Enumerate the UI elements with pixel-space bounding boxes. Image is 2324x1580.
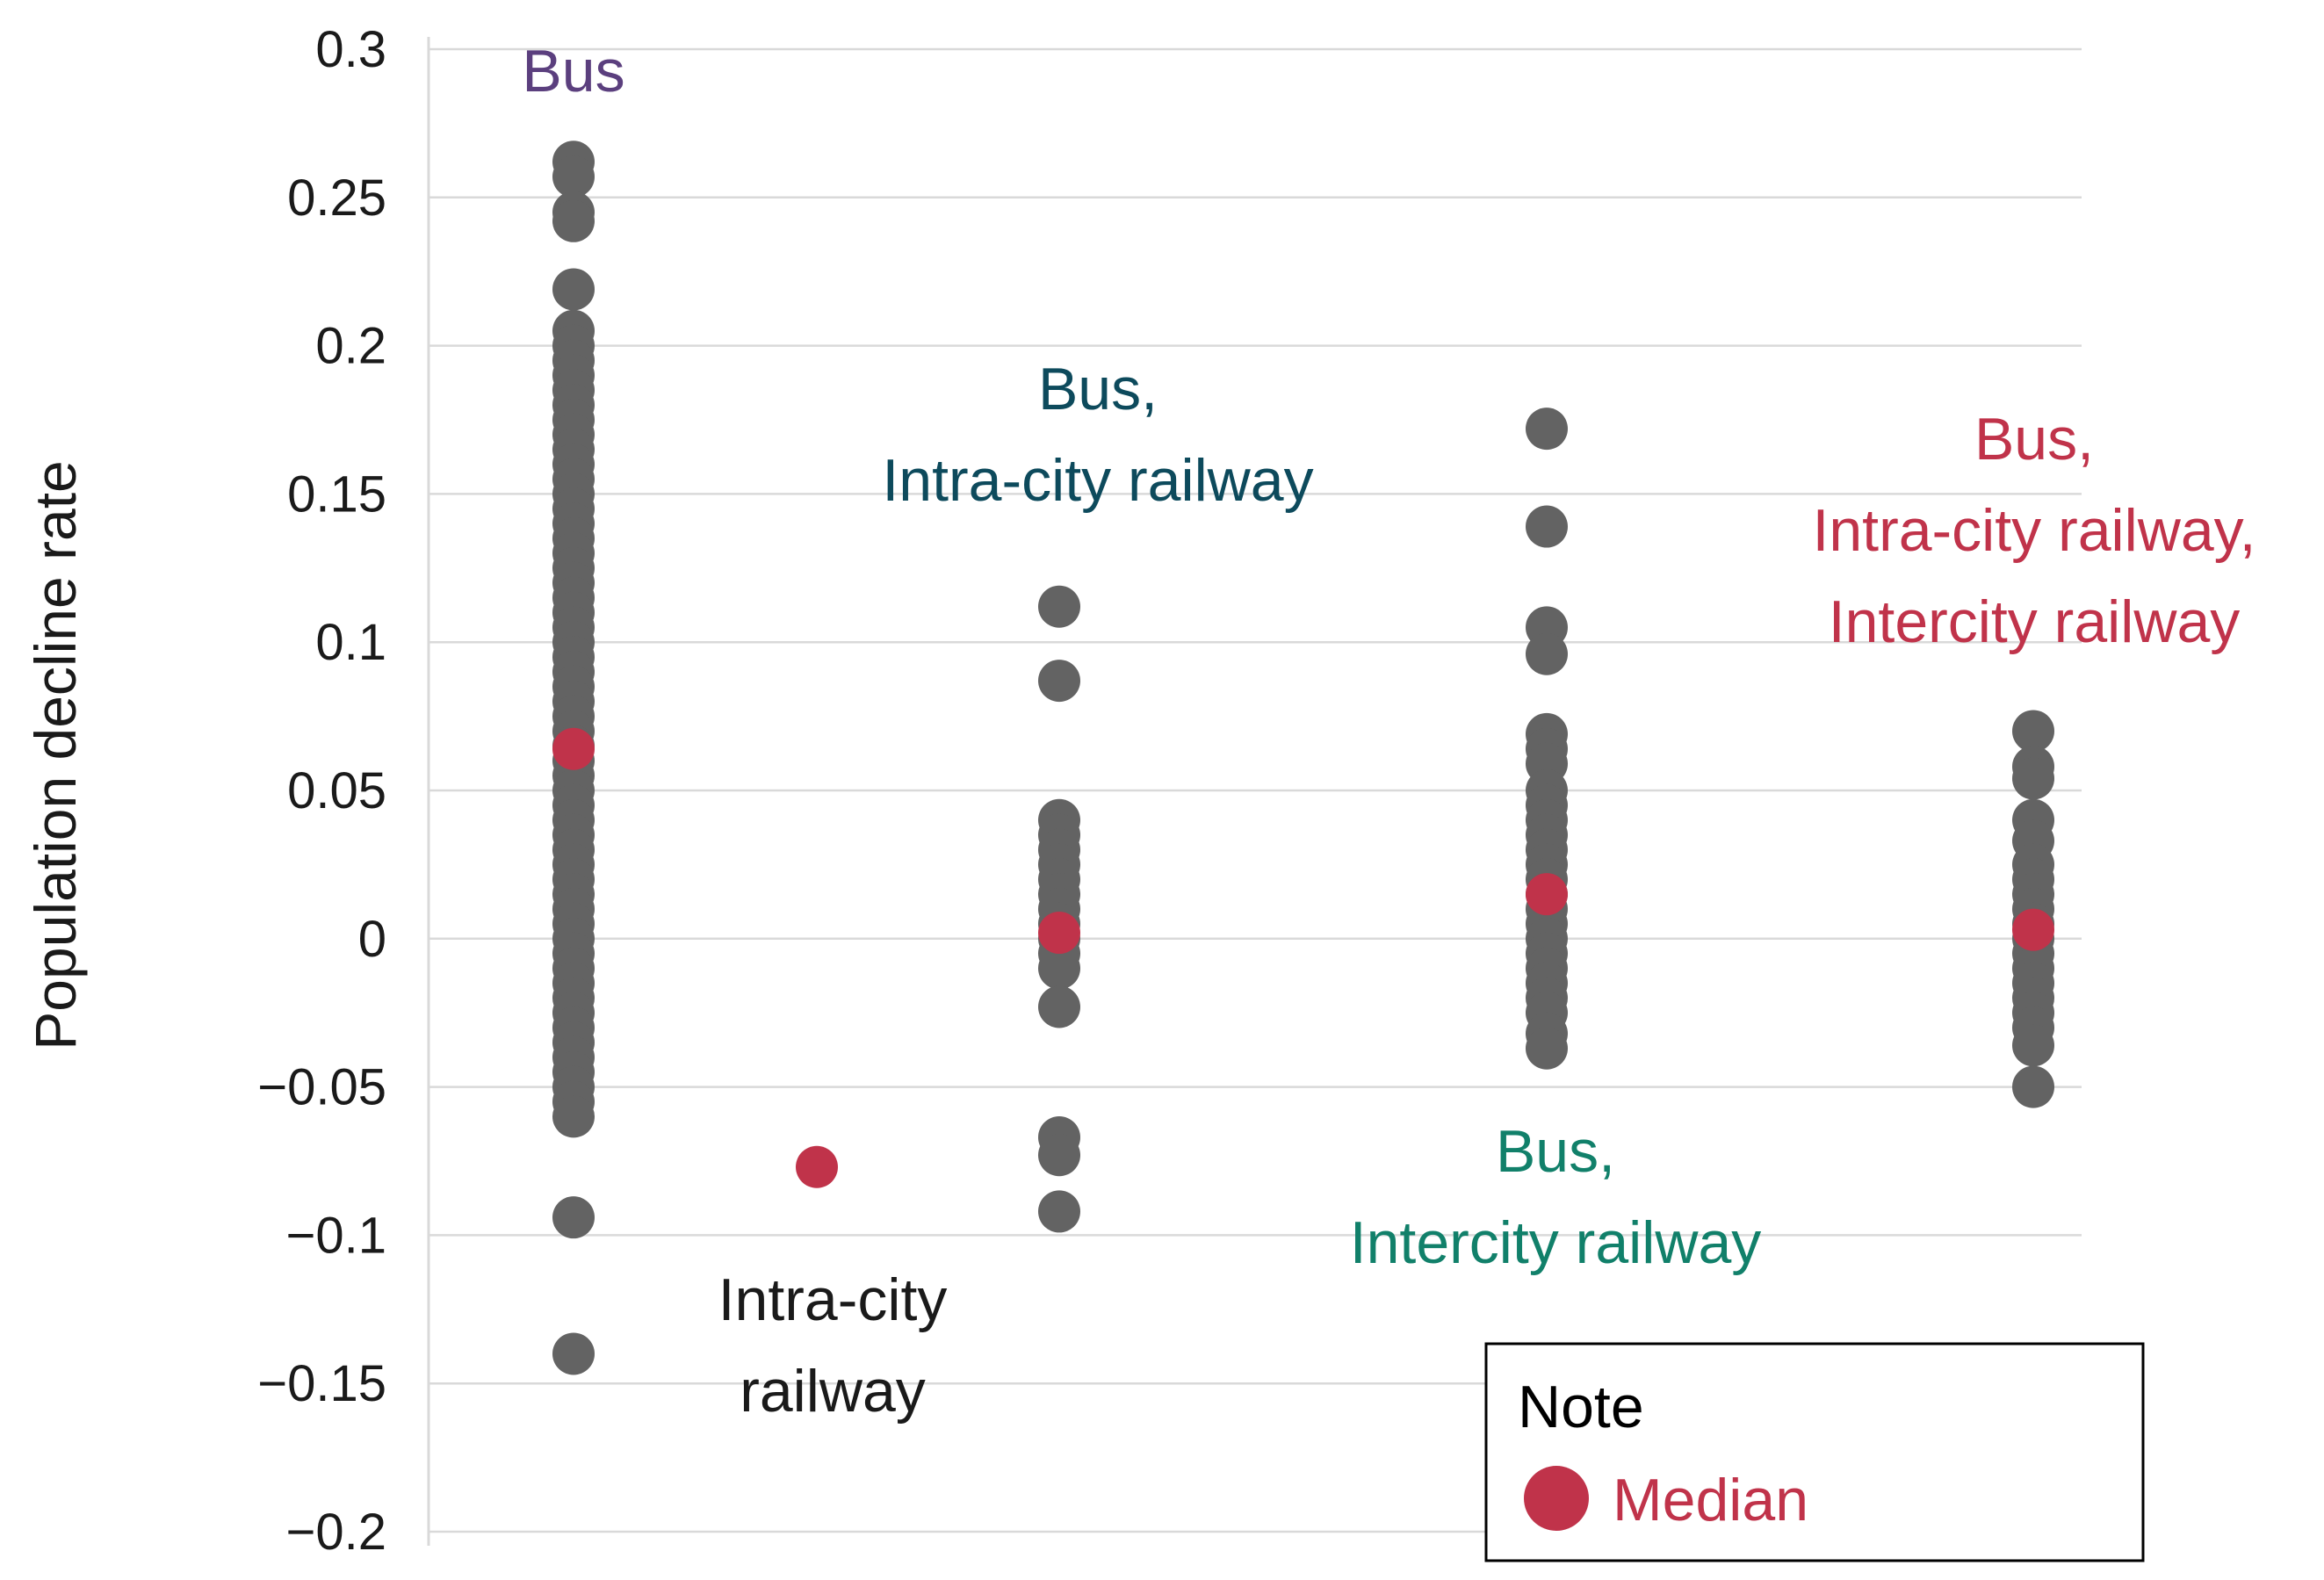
- group-label-line: Bus,: [1974, 406, 2094, 473]
- y-tick-label: −0.2: [286, 1504, 387, 1561]
- group-label-line: Bus,: [1496, 1118, 1615, 1185]
- legend: Note Median: [1484, 1342, 2145, 1562]
- group-label-line: Intra-city railway: [882, 447, 1313, 514]
- median-points: [552, 727, 2054, 1188]
- data-point: [1526, 1027, 1568, 1070]
- data-point: [1038, 947, 1080, 990]
- median-point: [796, 1145, 838, 1188]
- data-point: [1526, 632, 1568, 675]
- data-point: [1038, 660, 1080, 703]
- legend-median-marker: [1524, 1466, 1589, 1531]
- data-point: [552, 1332, 595, 1375]
- group-label-line: Intercity railway: [1350, 1209, 1762, 1276]
- data-point: [1038, 1134, 1080, 1177]
- y-axis-title: Population decline rate: [23, 460, 88, 1050]
- data-point: [552, 1196, 595, 1239]
- data-point: [2012, 1065, 2054, 1108]
- y-tick-label: 0.15: [287, 465, 386, 523]
- y-tick-label: 0.05: [287, 762, 386, 819]
- group-label-line: Bus: [522, 38, 624, 105]
- y-tick-label: 0.1: [315, 614, 386, 671]
- data-point: [1038, 985, 1080, 1028]
- y-tick-label: 0.25: [287, 170, 386, 227]
- group-label-line: Intercity railway: [1829, 588, 2241, 655]
- data-point: [1526, 505, 1568, 548]
- data-point: [552, 1095, 595, 1138]
- group-labels: Bus Intra-city railway Bus, Intra-city railw…: [522, 38, 2255, 1425]
- y-tick-label: 0.2: [315, 318, 386, 375]
- y-tick-labels: 0.3 0.25 0.2 0.15 0.1 0.05 0 −0.05 −0.1 −0.15 −0.2: [257, 21, 386, 1561]
- data-point: [2012, 710, 2054, 753]
- data-point: [2012, 757, 2054, 800]
- data-point: [552, 268, 595, 311]
- data-points: [552, 141, 2054, 1375]
- data-point: [552, 199, 595, 242]
- grid-layer: [429, 47, 2082, 1533]
- legend-title: Note: [1518, 1374, 1644, 1440]
- data-point: [1038, 1190, 1080, 1233]
- median-point: [552, 727, 595, 770]
- group-label-line: Bus,: [1038, 356, 1158, 422]
- median-point: [1038, 912, 1080, 955]
- legend-box: [1484, 1342, 2145, 1562]
- y-tick-label: −0.15: [257, 1355, 386, 1412]
- data-point: [552, 155, 595, 198]
- data-point: [1526, 408, 1568, 451]
- data-point: [2012, 1024, 2054, 1067]
- legend-median-label: Median: [1613, 1467, 1808, 1533]
- y-tick-label: −0.05: [257, 1059, 386, 1116]
- y-tick-label: 0: [358, 911, 386, 968]
- y-tick-label: −0.1: [286, 1207, 387, 1264]
- median-point: [2012, 908, 2054, 951]
- data-point: [1038, 585, 1080, 628]
- group-label-line: Intra-city railway,: [1812, 497, 2255, 564]
- y-tick-label: 0.3: [315, 21, 386, 78]
- group-label-line: Intra-city: [718, 1266, 948, 1333]
- group-label-line: railway: [740, 1358, 926, 1425]
- median-point: [1526, 873, 1568, 916]
